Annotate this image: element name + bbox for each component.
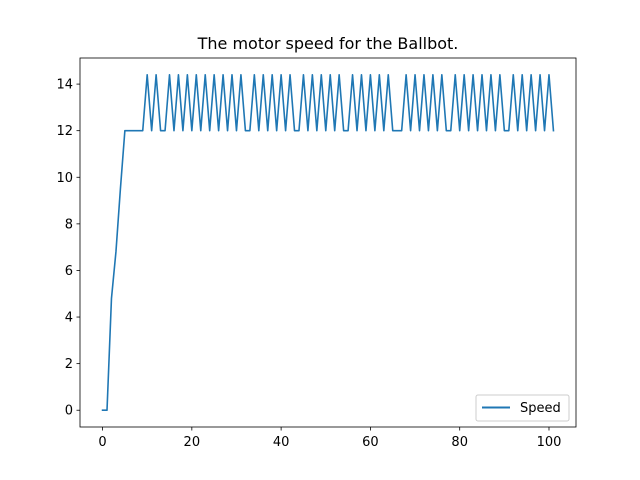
y-tick-label: 2 xyxy=(65,357,73,372)
x-tick-label: 60 xyxy=(362,435,379,450)
y-tick-label: 10 xyxy=(56,171,73,186)
y-tick-label: 6 xyxy=(65,264,73,279)
y-tick-label: 12 xyxy=(56,124,73,139)
legend-label-speed: Speed xyxy=(520,401,561,416)
plot-frame xyxy=(79,57,577,428)
x-tick-label: 0 xyxy=(98,435,106,450)
x-tick-label: 80 xyxy=(451,435,468,450)
series-layer xyxy=(101,73,555,412)
y-tick-label: 0 xyxy=(65,404,73,419)
x-tick-label: 100 xyxy=(537,435,562,450)
x-tick-label: 40 xyxy=(273,435,290,450)
y-tick-label: 4 xyxy=(65,311,73,326)
series-line-speed xyxy=(101,73,555,412)
legend-box xyxy=(475,394,570,422)
legend: Speed xyxy=(475,394,570,422)
y-axis-ticks: 0 2 4 6 8 10 12 14 xyxy=(56,78,80,419)
y-tick-label: 8 xyxy=(65,217,73,232)
x-axis-ticks: 0 20 40 60 80 100 xyxy=(98,427,561,450)
y-tick-label: 14 xyxy=(56,78,73,93)
chart-title: The motor speed for the Ballbot. xyxy=(197,34,459,53)
x-tick-label: 20 xyxy=(184,435,201,450)
